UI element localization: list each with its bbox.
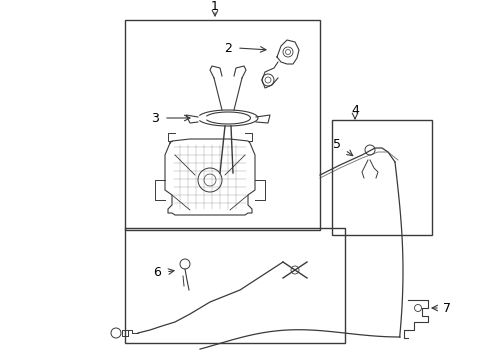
Text: 3: 3 (151, 112, 159, 125)
Bar (331, 120, 431, 235)
Bar (125, 228, 345, 343)
Text: 4: 4 (350, 104, 358, 117)
Text: 5: 5 (332, 139, 340, 152)
Text: 6: 6 (153, 266, 161, 279)
Text: 2: 2 (224, 41, 231, 54)
Text: 1: 1 (211, 0, 219, 13)
Bar (125, 20, 319, 230)
Circle shape (290, 266, 298, 274)
Text: 7: 7 (442, 302, 450, 315)
